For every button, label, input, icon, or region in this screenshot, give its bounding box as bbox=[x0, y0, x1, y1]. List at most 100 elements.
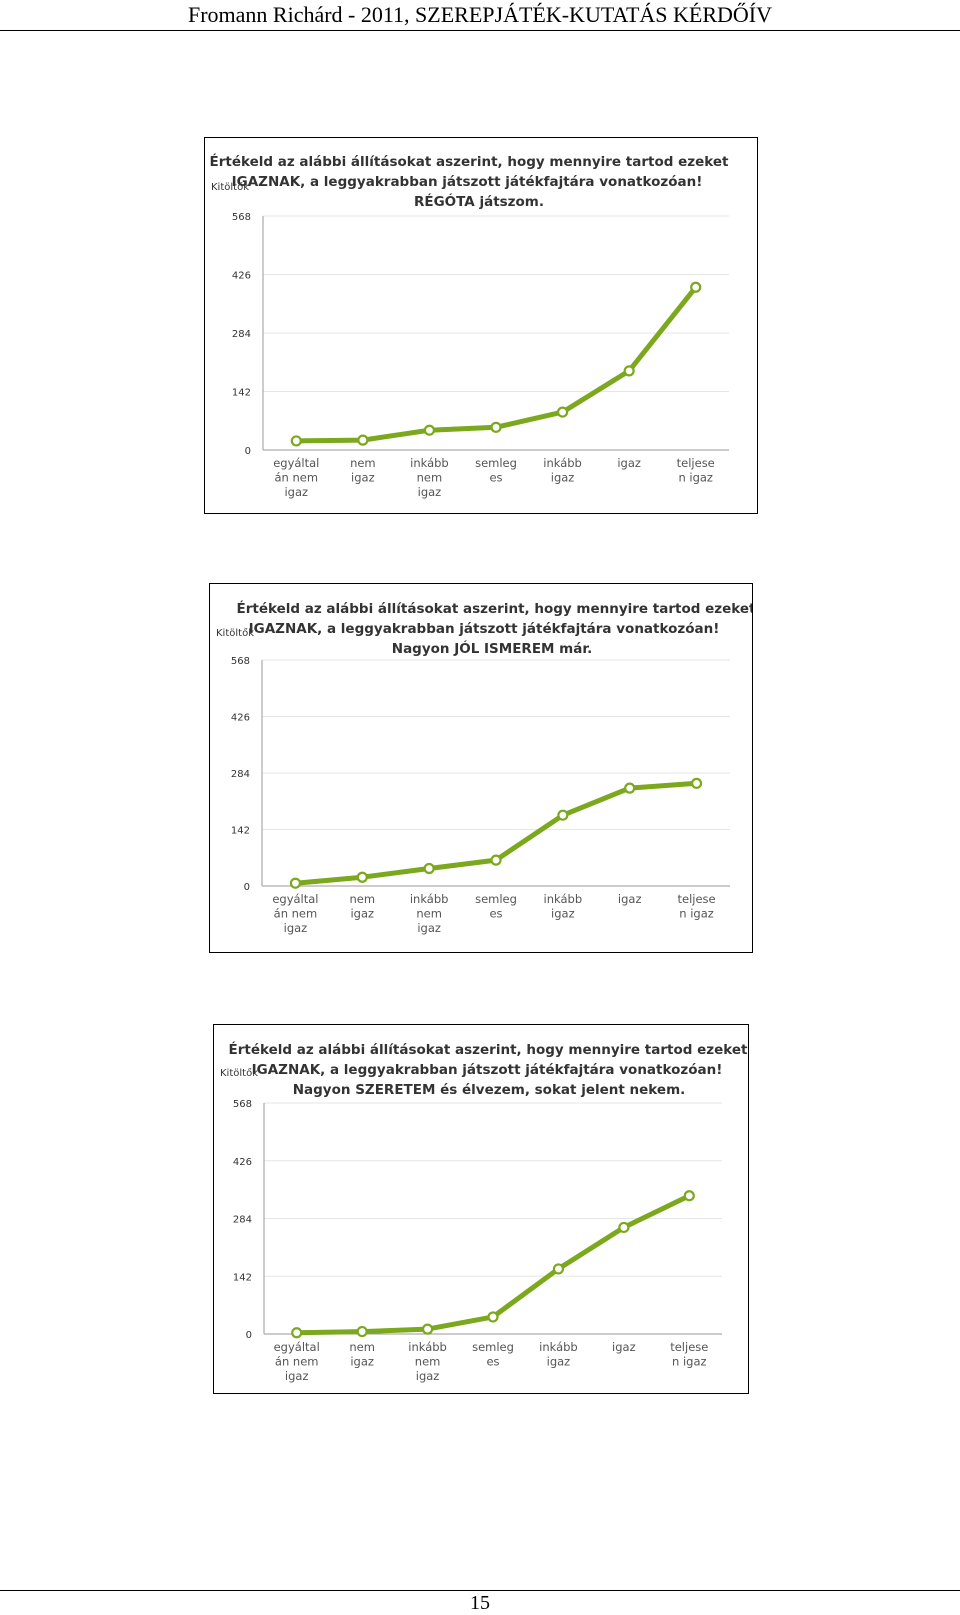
x-category-label: semleg es bbox=[472, 1340, 514, 1369]
x-category-label-line: nem bbox=[350, 456, 376, 470]
x-category-label-line: inkább bbox=[544, 892, 583, 906]
series-line bbox=[292, 780, 700, 886]
x-category-label: teljese n igaz bbox=[677, 456, 715, 485]
x-category-label-line: egyáltal bbox=[273, 456, 319, 470]
x-category-label: teljese n igaz bbox=[670, 1340, 708, 1369]
x-category-label-line: nem bbox=[349, 892, 375, 906]
series-line bbox=[293, 284, 699, 444]
data-point bbox=[557, 809, 569, 821]
x-category-label-line: igaz bbox=[417, 921, 441, 935]
x-category-label-line: án nem bbox=[275, 471, 319, 485]
y-tick-label: 568 bbox=[232, 212, 251, 223]
x-category-label-line: igaz bbox=[285, 1369, 309, 1383]
x-category-label-line: igaz bbox=[618, 892, 642, 906]
data-point bbox=[690, 777, 703, 789]
data-point bbox=[423, 424, 436, 436]
y-tick-label: 0 bbox=[245, 446, 251, 457]
x-category-label-line: inkább bbox=[410, 892, 449, 906]
x-category-label-line: igaz bbox=[551, 471, 575, 485]
x-category-label-line: teljese bbox=[678, 892, 716, 906]
chart-szeretem: Értékeld az alábbi állításokat aszerint,… bbox=[213, 1024, 749, 1394]
y-tick-label: 568 bbox=[231, 656, 250, 667]
chart-title-line: Értékeld az alábbi állításokat aszerint,… bbox=[228, 1041, 748, 1058]
x-category-label: igaz bbox=[617, 456, 641, 470]
chart-title-line: Nagyon JÓL ISMEREM már. bbox=[392, 639, 592, 657]
chart-jol-ismerem: Értékeld az alábbi állításokat aszerint,… bbox=[209, 583, 753, 953]
data-point bbox=[423, 862, 435, 875]
x-category-label-line: nem bbox=[415, 1355, 441, 1369]
chart-title-line: Értékeld az alábbi állításokat aszerint,… bbox=[236, 600, 752, 617]
x-category-label-line: n igaz bbox=[679, 907, 714, 921]
x-category-label-line: teljese bbox=[677, 456, 715, 470]
data-point bbox=[291, 1327, 303, 1339]
x-category-label: nem igaz bbox=[349, 1340, 375, 1369]
x-category-label: inkább igaz bbox=[544, 892, 583, 921]
x-category-label-line: semleg bbox=[475, 892, 517, 906]
x-category-label-line: nem bbox=[417, 471, 443, 485]
x-category-label-line: igaz bbox=[612, 1340, 636, 1354]
x-category-label: egyáltal án nem igaz bbox=[272, 892, 318, 935]
x-category-label: igaz bbox=[618, 892, 642, 906]
x-category-label: inkább nem igaz bbox=[410, 456, 449, 499]
y-tick-label: 568 bbox=[233, 1099, 252, 1110]
x-category-label-line: inkább bbox=[543, 456, 582, 470]
data-point bbox=[487, 1311, 499, 1323]
data-point bbox=[556, 406, 569, 418]
x-category-label-line: igaz bbox=[416, 1369, 440, 1383]
y-tick-label: 426 bbox=[232, 271, 251, 282]
x-category-label-line: inkább bbox=[408, 1340, 447, 1354]
x-category-label: semleg es bbox=[475, 456, 517, 485]
x-category-label: nem igaz bbox=[350, 456, 376, 485]
x-category-label-line: inkább bbox=[410, 456, 449, 470]
data-point bbox=[289, 877, 302, 889]
x-category-label: egyáltal án nem igaz bbox=[273, 456, 319, 499]
x-category-label-line: igaz bbox=[551, 907, 575, 921]
x-category-label: teljese n igaz bbox=[678, 892, 716, 921]
x-category-label: semleg es bbox=[475, 892, 517, 921]
x-category-label-line: n igaz bbox=[678, 471, 713, 485]
x-category-label-line: igaz bbox=[617, 456, 641, 470]
y-axis-label: Kitöltők bbox=[220, 1067, 258, 1079]
data-point bbox=[421, 1323, 434, 1335]
x-category-label-line: teljese bbox=[670, 1340, 708, 1354]
x-category-label-line: semleg bbox=[475, 456, 517, 470]
x-category-label-line: án nem bbox=[275, 1355, 319, 1369]
x-category-label-line: es bbox=[489, 471, 502, 485]
x-category-label-line: án nem bbox=[274, 907, 318, 921]
y-tick-label: 284 bbox=[233, 1215, 252, 1226]
y-tick-label: 142 bbox=[232, 388, 251, 399]
x-category-label-line: es bbox=[486, 1355, 499, 1369]
x-category-label-line: egyáltal bbox=[274, 1340, 320, 1354]
page-number: 15 bbox=[0, 1590, 960, 1614]
data-point bbox=[356, 871, 368, 883]
chart-svg: Értékeld az alábbi állításokat aszerint,… bbox=[216, 600, 752, 935]
data-point bbox=[618, 1221, 630, 1234]
chart-regota: Értékeld az alábbi állításokat aszerint,… bbox=[204, 137, 758, 514]
x-category-label: inkább igaz bbox=[543, 456, 582, 485]
data-point bbox=[290, 435, 302, 447]
x-category-label-line: igaz bbox=[418, 485, 442, 499]
x-category-label-line: egyáltal bbox=[272, 892, 318, 906]
chart-title-line: RÉGÓTA játszom. bbox=[414, 192, 544, 210]
y-tick-label: 284 bbox=[232, 329, 251, 340]
x-category-label-line: nem bbox=[416, 907, 442, 921]
page-header: Fromann Richárd - 2011, SZEREPJÁTÉK-KUTA… bbox=[0, 0, 960, 31]
x-category-label-line: n igaz bbox=[672, 1355, 707, 1369]
x-category-label-line: igaz bbox=[547, 1355, 571, 1369]
chart-title-line: Nagyon SZERETEM és élvezem, sokat jelent… bbox=[293, 1082, 686, 1098]
y-tick-label: 284 bbox=[231, 769, 250, 780]
data-point bbox=[357, 434, 369, 446]
x-category-label: nem igaz bbox=[349, 892, 375, 921]
data-point bbox=[356, 1325, 368, 1338]
x-category-label: inkább igaz bbox=[539, 1340, 578, 1369]
y-tick-label: 0 bbox=[246, 1330, 252, 1341]
data-point bbox=[490, 854, 502, 866]
y-axis-label: Kitöltők bbox=[211, 181, 249, 193]
x-category-label-line: es bbox=[489, 907, 502, 921]
x-category-label-line: igaz bbox=[284, 921, 308, 935]
x-category-label: inkább nem igaz bbox=[408, 1340, 447, 1383]
chart-title-line: IGAZNAK, a leggyakrabban játszott játékf… bbox=[249, 621, 720, 637]
x-category-label-line: nem bbox=[349, 1340, 375, 1354]
y-tick-label: 0 bbox=[244, 882, 250, 893]
x-category-label-line: igaz bbox=[350, 1355, 374, 1369]
